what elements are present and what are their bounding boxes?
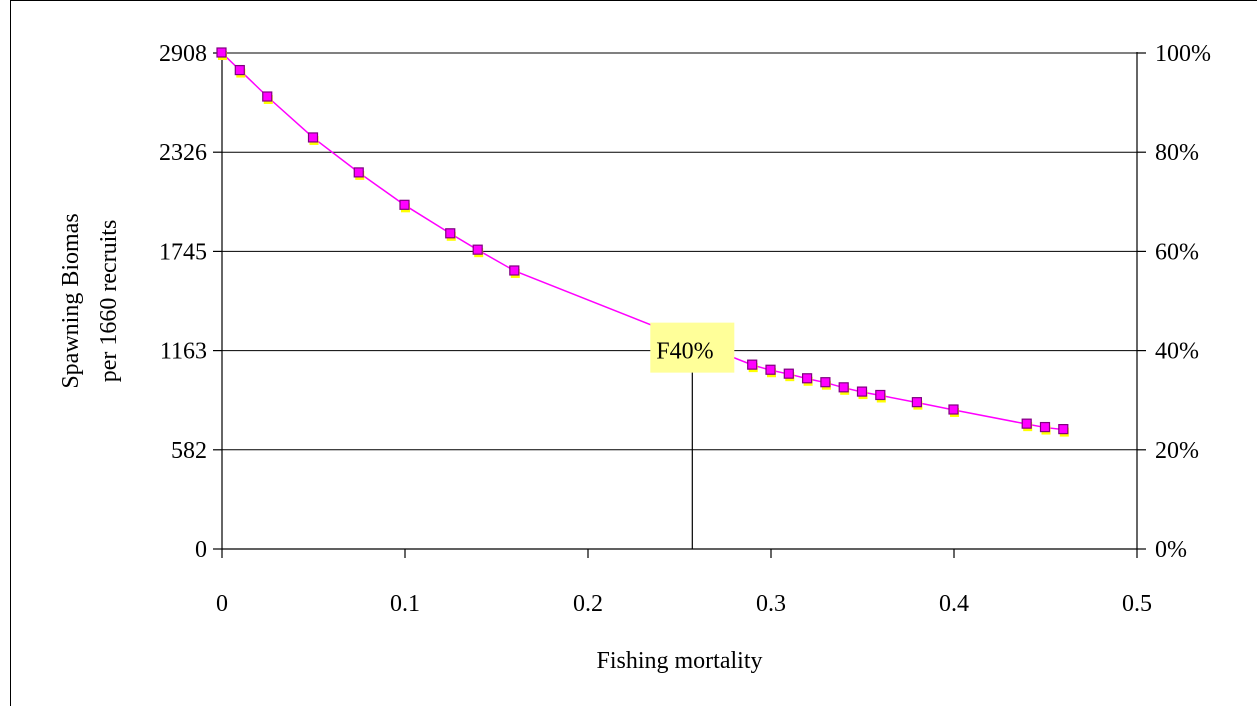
gridlines xyxy=(222,52,1137,451)
data-point xyxy=(948,404,959,415)
data-point xyxy=(1058,424,1069,435)
y-tick-label-right: 40% xyxy=(1155,339,1199,365)
x-tick-label: 0.2 xyxy=(573,591,603,617)
data-point xyxy=(1039,421,1051,433)
y-tick-label-left: 1163 xyxy=(160,339,207,365)
data-point xyxy=(801,373,813,384)
data-point xyxy=(353,167,364,178)
data-point xyxy=(234,64,245,76)
y-tick-label-left: 1745 xyxy=(159,239,207,265)
data-point xyxy=(783,368,794,379)
y-tick-label-left: 582 xyxy=(171,438,207,464)
x-tick-label: 0.4 xyxy=(939,591,969,617)
y-tick-label-left: 0 xyxy=(195,537,207,563)
x-tick-label: 0.3 xyxy=(756,591,786,617)
f40-label: F40% xyxy=(656,339,713,365)
y-tick-label-right: 80% xyxy=(1155,140,1199,166)
data-point xyxy=(307,132,319,143)
data-point xyxy=(216,47,227,58)
data-point xyxy=(747,359,758,370)
y-tick-label-right: 20% xyxy=(1155,438,1199,464)
data-point xyxy=(856,386,868,397)
y-tick-label-right: 100% xyxy=(1155,41,1211,67)
axis-labels: Fishing mortality Spawning Biomas per 1660… xyxy=(58,213,763,674)
x-axis-label: Fishing mortality xyxy=(596,648,762,674)
y-tick-label-right: 60% xyxy=(1155,239,1199,265)
f40-label-box xyxy=(650,322,735,373)
axes xyxy=(213,52,1146,558)
data-point xyxy=(472,244,483,255)
y-tick-label-left: 2326 xyxy=(159,140,207,166)
chart-frame xyxy=(10,0,1257,706)
series-line xyxy=(221,52,1064,431)
x-tick-label: 0 xyxy=(216,591,228,617)
data-point xyxy=(911,397,923,408)
data-point xyxy=(765,364,776,375)
data-point xyxy=(838,382,849,393)
x-tick-label: 0.1 xyxy=(390,591,420,617)
y-tick-label-left: 2908 xyxy=(159,41,207,67)
y-axis-label-line: per 1660 recruits xyxy=(96,220,122,383)
x-tick-label: 0.5 xyxy=(1122,591,1152,617)
series-layer xyxy=(216,47,1069,437)
data-point xyxy=(509,265,520,276)
data-point xyxy=(875,389,886,401)
data-point xyxy=(1021,418,1032,429)
annotation-layer: F40% xyxy=(650,322,735,549)
y-axis-label: Spawning Biomas per 1660 recruits xyxy=(58,213,122,388)
y-tick-label-right: 0% xyxy=(1155,537,1187,563)
data-point xyxy=(399,199,410,210)
data-point xyxy=(445,228,456,239)
data-point xyxy=(820,377,831,388)
tick-labels: 0 0% 582 20% 1163 40% 1745 60% 2326 80% 2908 100% 0 0… xyxy=(159,41,1211,617)
y-axis-label-line: Spawning Biomas xyxy=(58,213,84,388)
data-point xyxy=(262,91,273,102)
